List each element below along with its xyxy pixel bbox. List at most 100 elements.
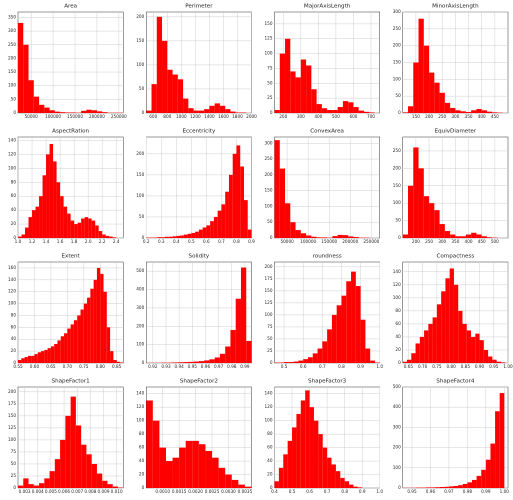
y-tick-label: 250: [393, 148, 401, 153]
histogram-bar: [88, 218, 92, 238]
histogram-bar: [73, 320, 78, 363]
histogram-bar: [109, 236, 113, 238]
y-tick-label: 0: [13, 485, 16, 490]
histogram-bar: [210, 221, 214, 238]
y-tick-label: 0: [142, 235, 145, 240]
y-tick-label: 80: [139, 431, 145, 436]
y-tick-label: 200: [265, 172, 273, 177]
histogram-bar: [408, 185, 414, 238]
histogram-bar: [311, 89, 317, 113]
histogram-bar: [84, 217, 89, 238]
histogram-bar: [205, 450, 213, 488]
histogram-bar: [305, 390, 310, 488]
histogram-bar: [486, 111, 493, 113]
histogram-bar: [39, 483, 45, 488]
x-tick-label: 500: [332, 114, 340, 119]
x-tick-label: 0.98: [463, 489, 473, 494]
histogram-bar: [198, 110, 205, 113]
y-tick-label: 0: [398, 360, 401, 365]
histogram-bar: [37, 352, 42, 363]
x-tick-label: 0.95: [407, 489, 417, 494]
histogram-bar: [236, 145, 241, 238]
y-tick-label: 140: [8, 277, 16, 282]
histogram-bar: [177, 362, 184, 363]
histogram-bar: [91, 220, 96, 238]
histogram-bar: [423, 196, 430, 238]
histogram-bar: [33, 96, 40, 113]
histogram-bar: [363, 111, 370, 113]
y-tick-label: 150: [136, 172, 144, 177]
y-tick-label: 75: [267, 65, 273, 70]
histogram-bar: [50, 346, 55, 363]
histogram-bar: [495, 411, 500, 488]
x-tick-label: 200: [425, 114, 433, 119]
y-tick-label: 50: [267, 80, 273, 85]
y-tick-label: 50: [139, 86, 145, 91]
histogram-bar: [28, 80, 34, 113]
histogram-bar: [93, 279, 97, 363]
y-tick-label: 100: [136, 193, 144, 198]
histogram-bar: [455, 110, 461, 113]
histogram-bar: [238, 484, 245, 488]
y-tick-label: 100: [393, 295, 401, 300]
histogram-bar: [499, 393, 505, 488]
y-tick-label: 175: [265, 276, 273, 281]
plot-area: [274, 136, 380, 239]
histogram-bar: [365, 348, 371, 363]
y-tick-label: 0: [270, 485, 273, 490]
histogram-bar: [86, 109, 92, 113]
y-tick-label: 0: [270, 110, 273, 115]
histogram-bar: [425, 487, 431, 488]
histogram-bar: [57, 340, 61, 363]
x-tick-label: 0.97: [444, 489, 454, 494]
histogram-bar: [407, 359, 412, 363]
histogram-bar: [481, 236, 487, 238]
histogram-panel: roundness 0 25 50 75 100 125 150 175 200 0.5 0.6 0.7…: [265, 254, 384, 370]
histogram-bar: [39, 196, 43, 238]
x-tick-label: 0.97: [214, 364, 224, 369]
y-tick-label: 100: [136, 342, 144, 347]
histogram-bar: [307, 357, 313, 363]
histogram-bar: [102, 480, 108, 488]
x-tick-label: 0.5: [289, 489, 296, 494]
x-tick-label: 0.4: [271, 489, 278, 494]
x-tick-label: 200000: [342, 239, 358, 244]
histogram-bar: [209, 359, 215, 363]
x-tick-label: 0.010: [111, 489, 123, 494]
y-tick-label: 100: [8, 437, 16, 442]
x-tick-label: 600: [149, 114, 157, 119]
histogram-bar: [162, 40, 168, 113]
x-tick-label: 1.0: [15, 239, 22, 244]
histogram-bar: [337, 107, 343, 113]
x-tick-label: 0.55: [13, 364, 23, 369]
histogram-bar: [369, 112, 375, 113]
histogram-bar: [279, 53, 286, 113]
x-tick-label: 0.2: [143, 239, 150, 244]
y-tick-label: 120: [136, 404, 144, 409]
histogram-bar: [445, 278, 450, 363]
y-tick-label: 0: [398, 110, 401, 115]
y-tick-label: 25: [267, 348, 273, 353]
histogram-bar: [81, 218, 85, 238]
histogram-bar: [74, 224, 78, 238]
x-tick-label: 150000: [321, 239, 337, 244]
histogram-bar: [434, 210, 440, 238]
x-tick-label: 500: [491, 239, 499, 244]
histogram-bar: [293, 361, 299, 363]
histogram-bar: [198, 361, 205, 363]
y-tick-label: 0: [13, 110, 16, 115]
x-tick-label: 0.80: [446, 364, 456, 369]
x-tick-label: 350: [465, 114, 473, 119]
y-tick-label: 20: [395, 347, 401, 352]
histogram-bar: [488, 356, 493, 363]
y-tick-label: 20: [267, 472, 273, 477]
histogram-bar: [413, 147, 419, 238]
y-tick-label: 125: [265, 300, 273, 305]
histogram-bar: [192, 440, 199, 488]
histogram-bar: [318, 434, 323, 488]
x-tick-label: 250000: [111, 114, 127, 119]
histogram-bar: [168, 236, 173, 238]
chart-title: AspectRation: [52, 129, 89, 135]
y-tick-label: 60: [11, 324, 17, 329]
